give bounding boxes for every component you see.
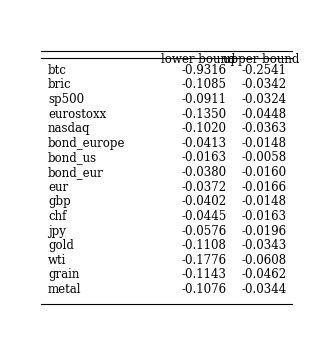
Text: upper bound: upper bound — [223, 53, 300, 66]
Text: -0.1143: -0.1143 — [181, 268, 226, 281]
Text: -0.0608: -0.0608 — [241, 254, 287, 267]
Text: -0.0058: -0.0058 — [241, 151, 287, 164]
Text: -0.0576: -0.0576 — [181, 225, 226, 238]
Text: -0.1108: -0.1108 — [181, 239, 226, 252]
Text: jpy: jpy — [48, 225, 66, 238]
Text: bric: bric — [48, 78, 72, 91]
Text: -0.0372: -0.0372 — [181, 181, 226, 194]
Text: -0.1350: -0.1350 — [181, 108, 226, 120]
Text: metal: metal — [48, 283, 82, 296]
Text: grain: grain — [48, 268, 79, 281]
Text: -0.0196: -0.0196 — [241, 225, 287, 238]
Text: -0.1020: -0.1020 — [181, 122, 226, 135]
Text: bond_europe: bond_europe — [48, 137, 125, 150]
Text: -0.0342: -0.0342 — [241, 78, 287, 91]
Text: btc: btc — [48, 64, 67, 77]
Text: -0.0462: -0.0462 — [241, 268, 287, 281]
Text: eurostoxx: eurostoxx — [48, 108, 106, 120]
Text: -0.0380: -0.0380 — [181, 166, 226, 179]
Text: -0.1085: -0.1085 — [181, 78, 226, 91]
Text: -0.0363: -0.0363 — [241, 122, 287, 135]
Text: eur: eur — [48, 181, 68, 194]
Text: -0.0163: -0.0163 — [241, 210, 287, 223]
Text: -0.0324: -0.0324 — [241, 93, 287, 106]
Text: bond_us: bond_us — [48, 151, 97, 164]
Text: -0.0911: -0.0911 — [181, 93, 226, 106]
Text: -0.0402: -0.0402 — [181, 195, 226, 208]
Text: -0.0163: -0.0163 — [181, 151, 226, 164]
Text: -0.0448: -0.0448 — [241, 108, 287, 120]
Text: -0.1076: -0.1076 — [181, 283, 226, 296]
Text: -0.1776: -0.1776 — [181, 254, 226, 267]
Text: -0.0148: -0.0148 — [242, 137, 287, 150]
Text: -0.0166: -0.0166 — [241, 181, 287, 194]
Text: -0.2541: -0.2541 — [242, 64, 287, 77]
Text: -0.0160: -0.0160 — [241, 166, 287, 179]
Text: wti: wti — [48, 254, 66, 267]
Text: -0.0445: -0.0445 — [181, 210, 226, 223]
Text: -0.0343: -0.0343 — [241, 239, 287, 252]
Text: -0.9316: -0.9316 — [181, 64, 226, 77]
Text: -0.0344: -0.0344 — [241, 283, 287, 296]
Text: nasdaq: nasdaq — [48, 122, 90, 135]
Text: -0.0413: -0.0413 — [181, 137, 226, 150]
Text: sp500: sp500 — [48, 93, 84, 106]
Text: chf: chf — [48, 210, 66, 223]
Text: gold: gold — [48, 239, 74, 252]
Text: -0.0148: -0.0148 — [242, 195, 287, 208]
Text: gbp: gbp — [48, 195, 71, 208]
Text: lower bound: lower bound — [161, 53, 236, 66]
Text: bond_eur: bond_eur — [48, 166, 104, 179]
